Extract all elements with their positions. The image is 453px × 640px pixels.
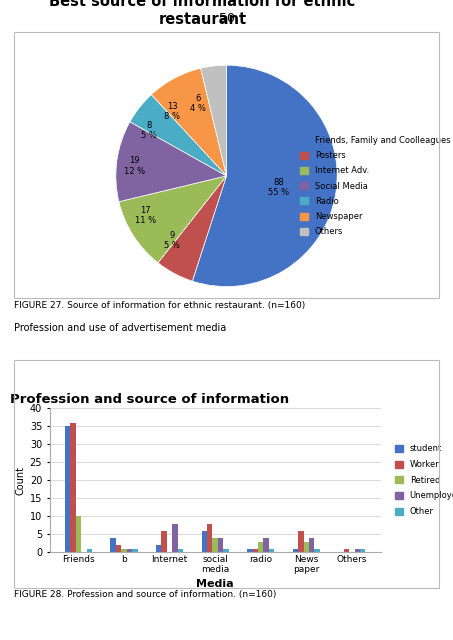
Bar	[309, 538, 314, 552]
Text: 8
5 %: 8 5 %	[141, 121, 157, 140]
Bar	[87, 548, 92, 552]
Text: 50: 50	[218, 12, 235, 24]
Bar	[76, 516, 81, 552]
X-axis label: Media: Media	[196, 579, 234, 589]
Bar	[298, 531, 304, 552]
Bar	[65, 426, 70, 552]
Text: 19
12 %: 19 12 %	[124, 156, 145, 175]
Bar	[212, 538, 218, 552]
Bar	[116, 545, 121, 552]
Title: Best source of information for ethnic
restaurant: Best source of information for ethnic re…	[49, 0, 356, 27]
Bar	[111, 538, 116, 552]
Wedge shape	[158, 176, 226, 281]
Text: 6
4 %: 6 4 %	[190, 93, 206, 113]
Bar	[223, 548, 229, 552]
Bar	[293, 548, 298, 552]
Text: Profession and use of advertisement media: Profession and use of advertisement medi…	[14, 323, 226, 333]
Bar	[304, 541, 309, 552]
Bar	[252, 548, 258, 552]
Bar	[269, 548, 275, 552]
Bar	[156, 545, 161, 552]
Bar	[258, 541, 264, 552]
Bar	[207, 524, 212, 552]
Bar	[161, 531, 167, 552]
Wedge shape	[119, 176, 226, 263]
Bar	[70, 422, 76, 552]
Legend: student, Worker, Retired, Unemployed, Other: student, Worker, Retired, Unemployed, Ot…	[391, 441, 453, 520]
Bar	[247, 548, 252, 552]
Text: 9
5 %: 9 5 %	[164, 230, 180, 250]
Text: 17
11 %: 17 11 %	[135, 205, 156, 225]
Bar	[121, 548, 127, 552]
Text: 88
55 %: 88 55 %	[268, 177, 289, 197]
Text: 13
8 %: 13 8 %	[164, 102, 180, 121]
Bar	[218, 538, 223, 552]
Text: FIGURE 28. Profession and source of information. (n=160): FIGURE 28. Profession and source of info…	[14, 590, 276, 599]
Bar	[202, 531, 207, 552]
Wedge shape	[201, 65, 226, 176]
Bar	[127, 548, 132, 552]
Bar	[172, 524, 178, 552]
Bar	[264, 538, 269, 552]
Wedge shape	[116, 122, 226, 202]
Wedge shape	[130, 95, 226, 176]
Text: Profession and source of information: Profession and source of information	[10, 393, 289, 406]
Bar	[360, 548, 366, 552]
Wedge shape	[193, 65, 337, 287]
Bar	[344, 548, 349, 552]
Bar	[178, 548, 183, 552]
Wedge shape	[151, 68, 226, 176]
Text: FIGURE 27. Source of information for ethnic restaurant. (n=160): FIGURE 27. Source of information for eth…	[14, 301, 305, 310]
Y-axis label: Count: Count	[15, 466, 25, 495]
Bar	[355, 548, 360, 552]
Legend: Friends, Family and Coolleagues, Posters, Internet Adv., Social Media, Radio, Ne: Friends, Family and Coolleagues, Posters…	[296, 132, 453, 239]
Bar	[132, 548, 138, 552]
Bar	[314, 548, 320, 552]
